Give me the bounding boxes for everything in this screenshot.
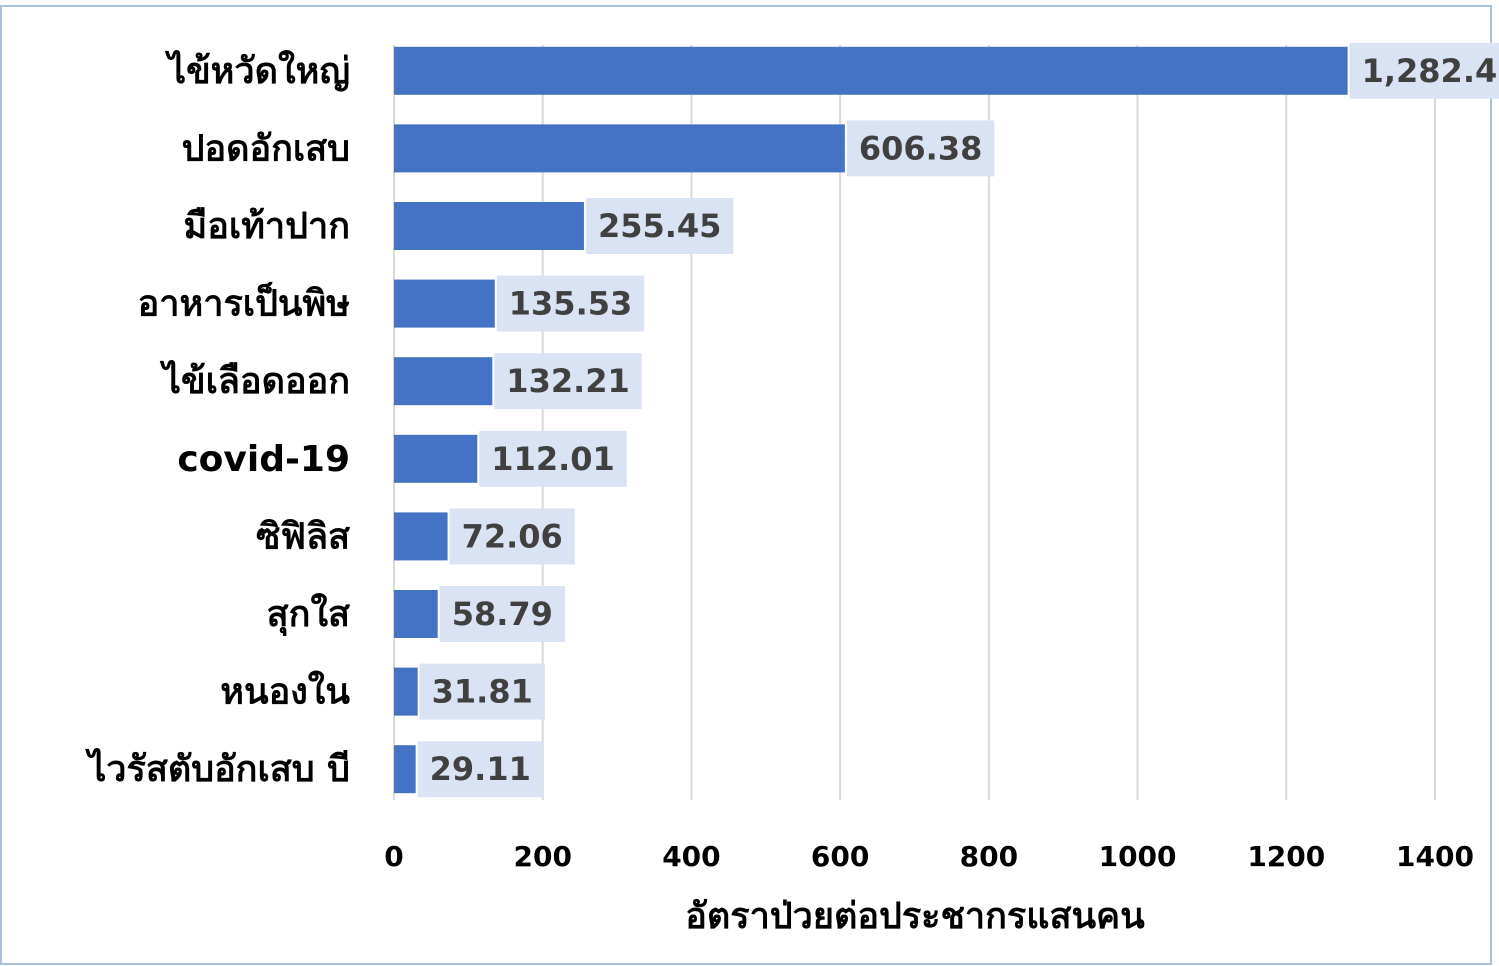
x-tick-label: 1200: [1247, 840, 1325, 873]
bar: [394, 279, 495, 328]
data-label: 31.81: [432, 673, 533, 711]
x-tick-label: 600: [811, 840, 869, 873]
y-tick-label: อาหารเป็นพิษ: [138, 281, 350, 325]
y-tick-label: covid-19: [177, 439, 350, 480]
x-axis-title: อัตราป่วยต่อประชากรแสนคน: [685, 896, 1145, 937]
bar: [394, 667, 418, 716]
data-label-bg: [496, 275, 645, 332]
x-tick-label: 0: [384, 840, 403, 873]
y-tick-label: ไข้เลือดออก: [159, 359, 350, 402]
data-label-bg: [585, 198, 734, 254]
y-tick-label: มือเท้าปาก: [184, 206, 350, 247]
data-label: 255.45: [598, 207, 721, 245]
bar: [394, 745, 416, 794]
y-tick-label: หนองใน: [220, 670, 350, 713]
x-tick-label: 1400: [1396, 840, 1474, 873]
bar: [394, 202, 584, 250]
data-label: 132.21: [506, 362, 629, 400]
y-tick-label: ซิฟิลิส: [256, 516, 350, 557]
bar: [394, 46, 1348, 95]
bar: [394, 124, 845, 173]
x-tick-label: 400: [662, 840, 720, 873]
data-label-bg: [449, 508, 575, 565]
data-label: 135.53: [509, 285, 632, 323]
bar: [394, 357, 493, 406]
data-label-bg: [846, 120, 995, 177]
data-label: 29.11: [430, 750, 531, 788]
data-label-bg: [479, 430, 627, 487]
data-label: 606.38: [859, 129, 982, 167]
x-tick-label: 1000: [1099, 840, 1177, 873]
data-label: 1,282.46: [1362, 52, 1499, 90]
x-tick-label: 200: [513, 840, 571, 873]
data-label-bg: [494, 353, 642, 410]
data-label: 58.79: [452, 595, 553, 633]
bar: [394, 590, 438, 638]
bar: [394, 434, 478, 483]
data-label-bg: [439, 586, 565, 642]
y-tick-label: ไข้หวัดใหญ่: [164, 49, 350, 92]
x-tick-label: 800: [960, 840, 1018, 873]
y-tick-label: ไวรัสตับอักเสบ บี: [84, 747, 350, 790]
data-label: 72.06: [462, 517, 563, 555]
data-label-bg: [419, 663, 545, 720]
data-label: 112.01: [491, 440, 614, 478]
bar: [394, 512, 448, 561]
y-tick-label: ปอดอักเสบ: [182, 128, 350, 169]
data-label-bg: [417, 741, 543, 798]
data-label-bg: [1349, 42, 1499, 99]
y-tick-label: สุกใส: [267, 592, 350, 637]
